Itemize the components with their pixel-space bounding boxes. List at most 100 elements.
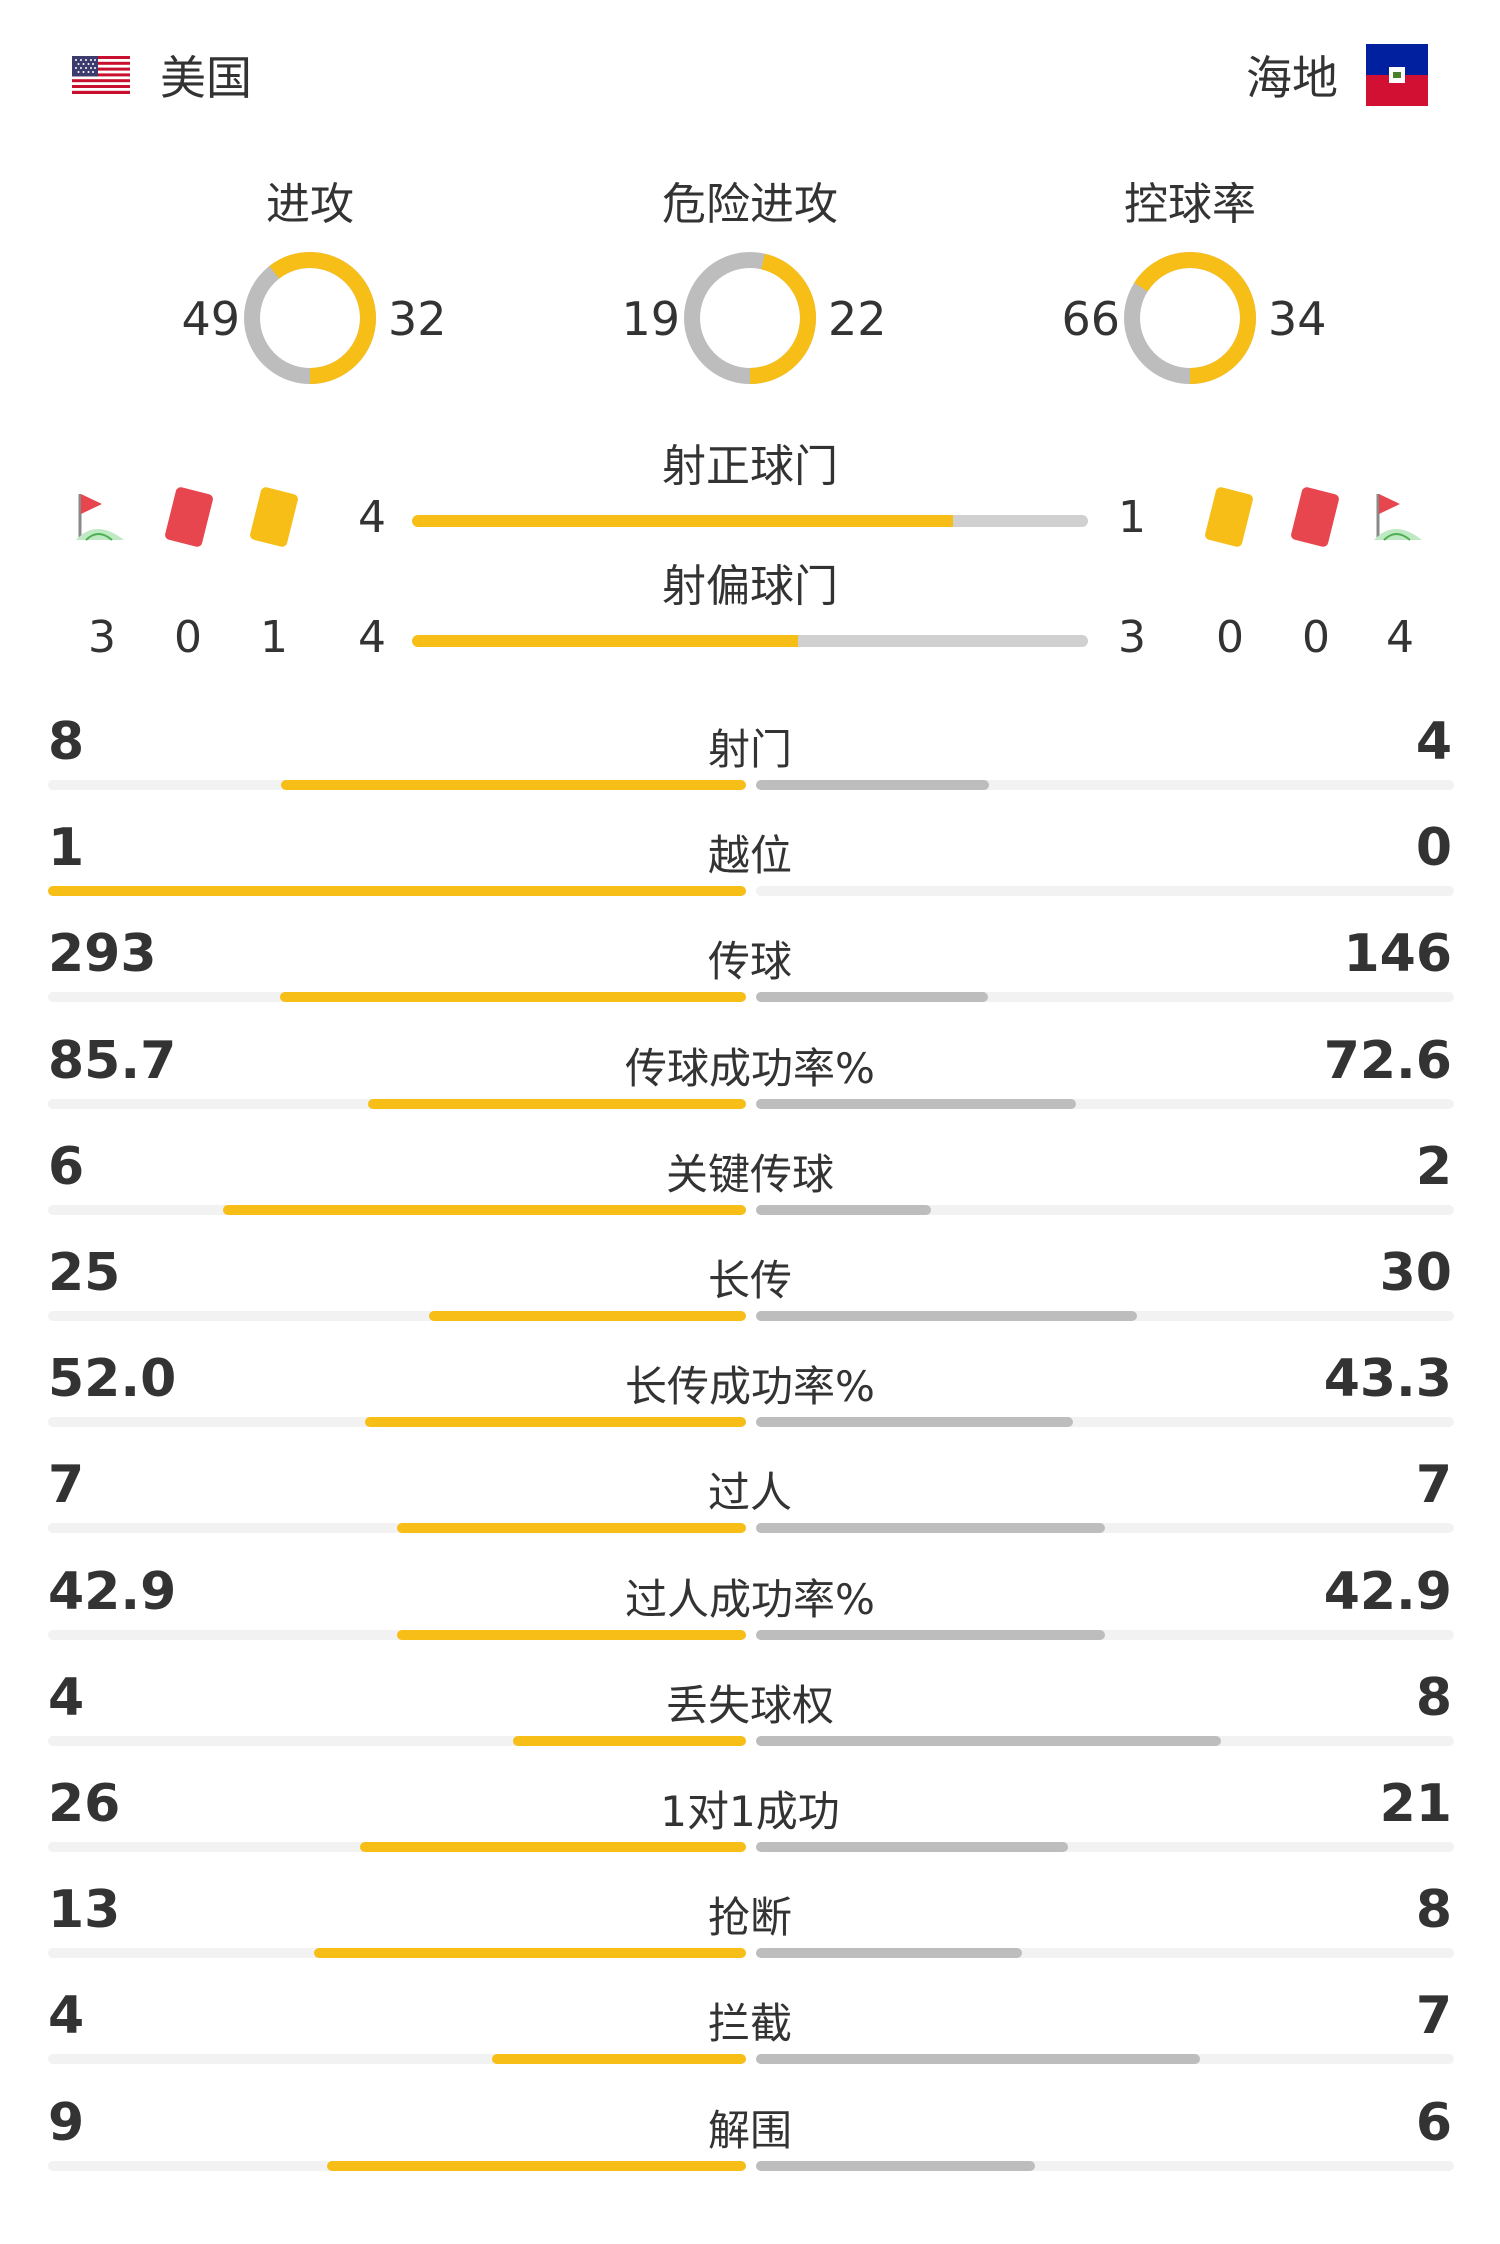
stat-home-bar: [48, 886, 746, 897]
home-yellow-cards: 1: [260, 612, 288, 663]
stat-away-track: [756, 1523, 1454, 1534]
stat-away-value: 72.6: [1323, 1030, 1452, 1091]
home-corners: 3: [88, 612, 116, 663]
stat-home-bar: [397, 1523, 746, 1534]
away-corner-flag-icon: [1374, 494, 1422, 541]
shots-on-target-title: 射正球门: [662, 441, 838, 492]
stat-home-value: 7: [48, 1455, 85, 1516]
shots-off-target-title: 射偏球门: [662, 561, 838, 612]
away-shots-off-target: 3: [1118, 612, 1146, 663]
shots-on-target-bar: [412, 515, 1088, 527]
stat-home-value: 52.0: [48, 1349, 177, 1410]
stat-away-track: [756, 1948, 1454, 1959]
stat-home-bar: [280, 992, 746, 1003]
stat-away-value: 146: [1343, 924, 1452, 985]
stat-away-bar: [756, 1523, 1105, 1534]
stat-away-value: 4: [1415, 712, 1452, 772]
stat-away-bar: [756, 1311, 1137, 1321]
stat-away-value: 8: [1415, 1880, 1452, 1941]
stat-away-value: 8: [1415, 1667, 1452, 1728]
stat-home-bar: [359, 1842, 746, 1852]
stat-home-value: 293: [48, 924, 157, 985]
stat-label: 长传成功率%: [625, 1362, 875, 1412]
home-red-cards: 0: [174, 612, 202, 663]
stat-away-value: 21: [1379, 1774, 1452, 1834]
donut-home-arc: [684, 252, 816, 384]
shots-off-target-home-fill: [412, 635, 799, 647]
stat-label: 丢失球权: [665, 1680, 834, 1730]
stat-away-value: 30: [1379, 1243, 1452, 1303]
stat-away-bar: [756, 1948, 1022, 1959]
stat-home-track: [48, 1735, 746, 1746]
donut-home-value: 49: [181, 292, 240, 346]
stat-home-bar: [397, 1629, 746, 1640]
stat-away-track: [756, 1098, 1454, 1109]
home-team[interactable]: 美国: [72, 40, 252, 110]
stat-away-bar: [756, 992, 989, 1003]
stat-home-value: 85.7: [48, 1030, 177, 1091]
donut-title: 危险进攻: [662, 179, 838, 230]
stat-away-track: [756, 1629, 1454, 1640]
stat-home-bar: [365, 1417, 746, 1428]
shots-off-target-bar: [412, 635, 1088, 647]
stat-away-bar: [756, 1629, 1105, 1640]
haiti-flag-icon: [1366, 44, 1428, 106]
stat-row: 13 抢断 8: [0, 1880, 1500, 1986]
stat-row: 4 拦截 7: [0, 1986, 1500, 2092]
donut-title: 进攻: [266, 179, 354, 230]
away-team-name: 海地: [1246, 51, 1338, 105]
stat-away-value: 0: [1415, 818, 1452, 879]
stat-away-bar: [756, 1735, 1222, 1746]
stat-away-track: [756, 1204, 1454, 1215]
home-shots-on-target: 4: [358, 492, 386, 543]
donut-home-value: 66: [1061, 292, 1120, 346]
stat-away-bar: [756, 2054, 1201, 2065]
stat-home-value: 6: [48, 1136, 85, 1197]
stat-away-value: 2: [1415, 1136, 1452, 1197]
stat-away-track: [756, 886, 1454, 897]
stat-label: 抢断: [707, 1893, 792, 1943]
stat-home-value: 4: [48, 1986, 85, 2047]
stat-home-bar: [428, 1311, 746, 1321]
home-shots-off-target: 4: [358, 612, 386, 663]
home-team-name: 美国: [160, 51, 252, 105]
away-yellow-cards: 0: [1216, 612, 1244, 663]
stat-label: 越位: [707, 831, 792, 881]
stat-row: 8 射门 4: [0, 712, 1500, 818]
donut-home-arc: [244, 252, 376, 384]
stat-home-value: 13: [48, 1880, 121, 1941]
stat-away-track: [756, 992, 1454, 1003]
stat-home-value: 9: [48, 2092, 85, 2153]
stat-row: 52.0 长传成功率% 43.3: [0, 1349, 1500, 1455]
donut-home-value: 19: [621, 292, 680, 346]
stat-label: 射门: [707, 725, 792, 774]
stat-away-bar: [756, 1417, 1074, 1428]
donut-stat: 进攻 49 32: [110, 168, 510, 398]
donut-away-value: 22: [828, 292, 887, 346]
away-team[interactable]: 海地: [1246, 40, 1428, 110]
stat-home-value: 8: [48, 712, 85, 772]
stat-label: 过人: [707, 1468, 792, 1518]
stat-away-bar: [756, 780, 989, 790]
donut-away-value: 34: [1268, 292, 1327, 346]
stat-away-value: 43.3: [1323, 1349, 1452, 1410]
stat-away-track: [756, 1417, 1454, 1428]
stat-row: 1 越位 0: [0, 818, 1500, 924]
stat-home-bar: [492, 2054, 746, 2065]
stat-row: 26 1对1成功 21: [0, 1774, 1500, 1880]
stat-away-value: 6: [1415, 2092, 1452, 2153]
donut-ring: [244, 252, 376, 384]
donut-title: 控球率: [1124, 179, 1256, 230]
stat-away-bar: [756, 1842, 1068, 1852]
stat-row: 9 解围 6: [0, 2093, 1500, 2199]
away-red-cards: 0: [1302, 612, 1330, 663]
red-card-icon: [165, 487, 213, 547]
stat-away-track: [756, 780, 1454, 790]
stat-home-value: 26: [48, 1774, 121, 1834]
stat-home-bar: [368, 1098, 746, 1109]
stat-label: 过人成功率%: [625, 1574, 875, 1624]
stat-away-value: 42.9: [1323, 1561, 1452, 1622]
donut-home-arc: [1124, 252, 1256, 384]
away-shots-on-target: 1: [1118, 492, 1146, 543]
stat-home-value: 4: [48, 1667, 85, 1728]
